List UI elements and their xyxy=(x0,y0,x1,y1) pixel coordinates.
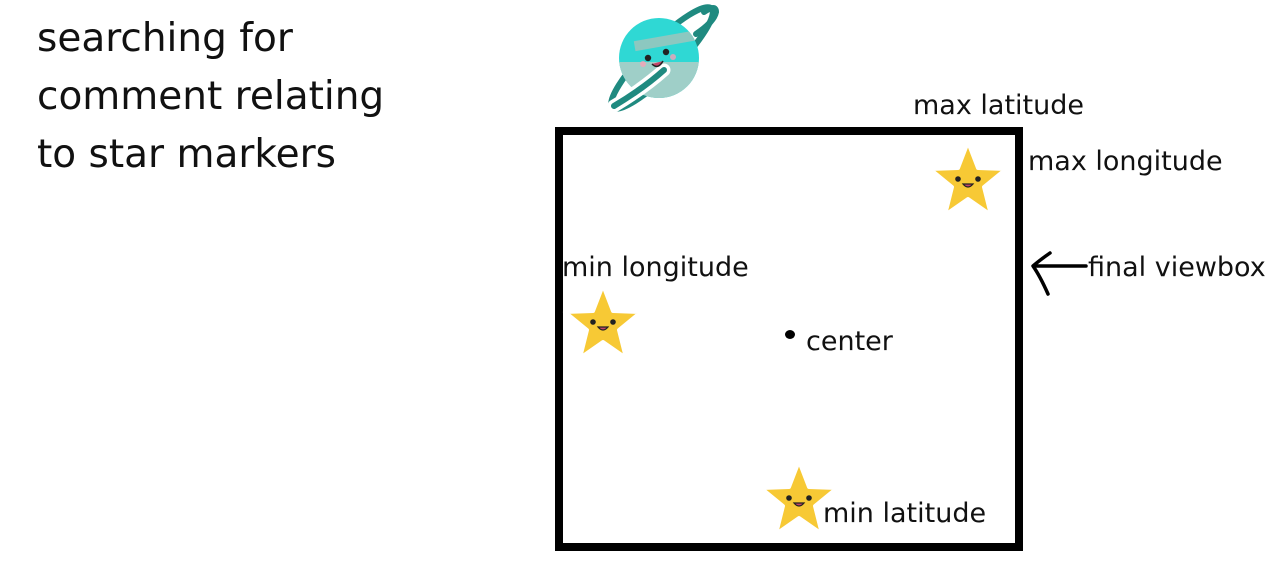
heading-line-3: to star markers xyxy=(37,132,336,177)
final-viewbox-label: final viewbox xyxy=(1088,252,1266,283)
center-label: center xyxy=(806,326,893,357)
star-icon-min-longitude xyxy=(563,283,643,360)
star-icon-max xyxy=(928,140,1008,217)
arrow-left-icon xyxy=(1031,251,1088,296)
star-icon-min-latitude xyxy=(759,459,839,536)
heading-line-2: comment relating xyxy=(37,74,385,119)
heading-line-1: searching for xyxy=(37,16,293,61)
min-latitude-label: min latitude xyxy=(823,498,987,529)
center-dot xyxy=(785,330,795,339)
planet-icon xyxy=(604,0,720,116)
max-longitude-label: max longitude xyxy=(1028,146,1223,177)
min-longitude-label: min longitude xyxy=(562,252,749,283)
max-latitude-label: max latitude xyxy=(913,90,1084,121)
heading: searching for comment relating to star m… xyxy=(37,10,384,184)
final-viewbox-frame xyxy=(555,127,1023,551)
